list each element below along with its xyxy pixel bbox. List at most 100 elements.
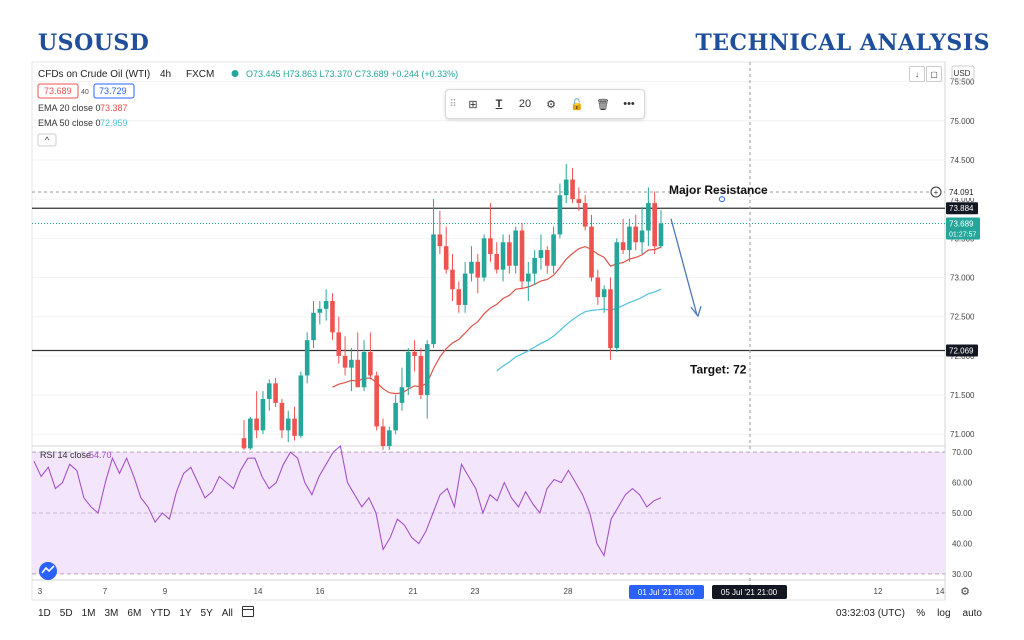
candle-body <box>646 203 651 231</box>
timeframe-6m[interactable]: 6M <box>127 608 142 619</box>
candle-body <box>298 375 304 436</box>
price-tick-label: 74.000 <box>950 195 975 204</box>
candle-body <box>507 242 512 266</box>
candlestick-series <box>241 163 664 450</box>
fullscreen-icon[interactable]: ▢ <box>926 66 942 82</box>
lock-icon[interactable]: 🔓 <box>570 98 584 111</box>
candle-body <box>627 226 632 251</box>
last-price-tag: 73.689 <box>949 220 974 229</box>
timeframe-1m[interactable]: 1M <box>81 608 96 619</box>
time-tick-label: 23 <box>471 587 480 596</box>
annotation-layer[interactable]: 01 Jul '21 05:00 05 Jul '21 21:00 74.091 +7… <box>629 183 980 599</box>
log-scale-toggle[interactable]: log <box>937 608 951 619</box>
price-grid <box>32 81 945 435</box>
ema50-legend-label: EMA 50 close 0 <box>38 118 101 128</box>
download-icon[interactable]: ↓ <box>909 66 925 82</box>
settings-gear-icon[interactable]: ⚙ <box>546 98 556 111</box>
time-tick-label: 14 <box>254 587 263 596</box>
time-tick-label: 16 <box>316 587 325 596</box>
upper-resistance-price-tag: 74.091 <box>949 188 974 197</box>
collapse-legend-button[interactable] <box>37 133 57 147</box>
price-tick-label: 71.500 <box>950 391 975 400</box>
price-tick-label: 74.500 <box>950 156 975 165</box>
candle-body <box>292 418 297 436</box>
ema50-legend-value: 72.959 <box>100 118 128 128</box>
price-tick-label: 71.000 <box>950 430 975 439</box>
templates-icon[interactable]: ⊞ <box>468 98 478 111</box>
current-time-tag <box>629 585 704 599</box>
calendar-icon[interactable] <box>242 606 254 617</box>
price-axis[interactable]: 71.00071.50072.00072.50073.00073.50074.0… <box>950 78 975 579</box>
candle-body <box>349 359 354 368</box>
rsi-tick-label: 50.00 <box>952 509 973 518</box>
ask-box[interactable] <box>93 83 135 99</box>
ema50-path <box>496 288 662 372</box>
ema20-legend-value: 73.387 <box>100 103 128 113</box>
candle-body <box>652 203 657 247</box>
candle-body <box>481 238 487 278</box>
candle-body <box>475 261 481 278</box>
utc-clock[interactable]: 03:32:03 (UTC) <box>836 608 905 619</box>
candle-body <box>595 277 601 298</box>
timeframe-5y[interactable]: 5Y <box>200 608 213 619</box>
drag-handle-icon[interactable]: ⠿ <box>449 98 457 110</box>
rsi-legend-label: RSI 14 close <box>40 450 91 460</box>
candle-body <box>285 418 291 431</box>
price-tick-label: 72.500 <box>950 313 975 322</box>
crosshair-time-label: 05 Jul '21 21:00 <box>721 588 778 597</box>
percent-scale-toggle[interactable]: % <box>916 608 926 619</box>
interval-label: 4h <box>160 69 171 80</box>
auto-scale-toggle[interactable]: auto <box>962 608 982 619</box>
currency-label[interactable]: USD <box>954 69 971 78</box>
axis-settings-gear-icon: ⚙ <box>960 586 970 598</box>
candle-body <box>488 238 493 254</box>
candle-body <box>513 230 518 266</box>
broker-label: FXCM <box>186 69 214 80</box>
candle-body <box>254 418 259 431</box>
rsi-tick-label: 70.00 <box>952 448 973 457</box>
candle-body <box>544 250 550 266</box>
candle-body <box>658 223 664 247</box>
timeframe-1y[interactable]: 1Y <box>179 608 192 619</box>
candle-body <box>582 203 588 227</box>
time-axis[interactable]: 3 7 9 14 16 21 23 28 12 14 ⚙ <box>38 586 970 598</box>
crosshair-time-tag <box>712 585 787 599</box>
timeframe-all[interactable]: All <box>221 608 233 619</box>
timeframe-3m[interactable]: 3M <box>104 608 119 619</box>
bar-countdown: 01:27:57 <box>949 232 976 239</box>
candle-body <box>469 261 474 274</box>
price-tick-label: 75.000 <box>950 117 975 126</box>
candle-body <box>273 383 278 403</box>
rsi-legend-value: 54.70 <box>89 450 112 460</box>
bid-box[interactable] <box>37 83 79 99</box>
arrowhead <box>690 305 702 318</box>
more-options-icon[interactable]: ••• <box>623 98 635 110</box>
rsi-tick-label: 30.00 <box>952 570 973 579</box>
candle-body <box>279 402 285 431</box>
candle-body <box>260 398 266 431</box>
candle-body <box>639 230 645 243</box>
time-tick-label: 7 <box>103 587 108 596</box>
candle-body <box>608 289 613 349</box>
font-size-value[interactable]: 20 <box>518 98 532 110</box>
timeframe-ytd[interactable]: YTD <box>150 608 171 619</box>
banner-title-left: USOUSD <box>38 30 150 56</box>
upper-resistance-price-tag-bg <box>946 186 978 199</box>
candle-body <box>437 234 443 247</box>
currency-button[interactable] <box>951 65 975 81</box>
candle-body <box>368 351 373 376</box>
candle-body <box>380 426 386 446</box>
trash-icon[interactable]: 🗑 <box>596 98 610 111</box>
timeframe-5d[interactable]: 5D <box>59 608 73 619</box>
candle-body <box>526 273 531 282</box>
symbol-name: CFDs on Crude Oil (WTI) <box>38 69 150 80</box>
text-color-icon[interactable]: T <box>495 98 503 110</box>
horizontal-levels[interactable] <box>32 62 945 600</box>
banner-title-right: TECHNICAL ANALYSIS <box>695 30 990 56</box>
candle-body <box>563 179 569 196</box>
candle-body <box>412 351 417 356</box>
time-tick-label: 12 <box>874 587 883 596</box>
timeframe-1d[interactable]: 1D <box>38 608 51 619</box>
rsi-tick-label: 40.00 <box>952 539 973 548</box>
